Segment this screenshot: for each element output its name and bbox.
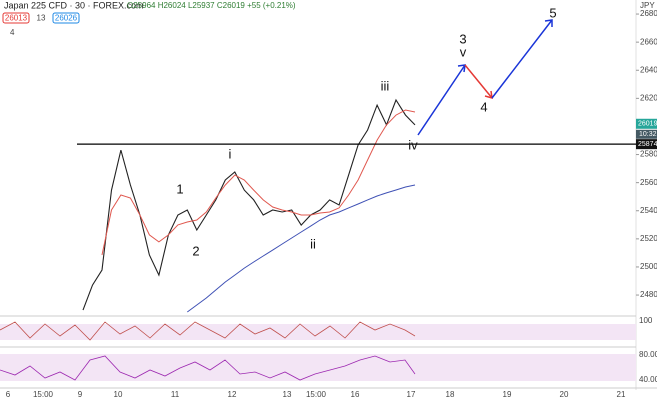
- x-tick-label: 9: [78, 390, 83, 399]
- x-tick-label: 10: [114, 390, 123, 399]
- osc-label: 80.00: [639, 350, 657, 359]
- countdown: 10:32: [639, 131, 657, 138]
- ask-box[interactable]: [52, 12, 80, 24]
- x-tick-label: 18: [446, 390, 455, 399]
- y-tick-label: 24800: [640, 290, 657, 299]
- y-tick-label: 25000: [640, 262, 657, 271]
- x-tick-label: 12: [228, 390, 237, 399]
- osc-label: 100: [639, 316, 653, 325]
- y-tick-label: 25800: [640, 150, 657, 159]
- price-line: [82, 98, 416, 311]
- y-tick-label: 25400: [640, 206, 657, 215]
- wave-arrow: [464, 64, 493, 99]
- y-tick-label: 25200: [640, 234, 657, 243]
- x-tick-label: 6: [6, 390, 11, 399]
- wave-label: 2: [192, 243, 199, 258]
- wave-label: 5: [549, 5, 556, 20]
- countdown-box: [636, 129, 657, 139]
- x-tick-label: 19: [503, 390, 512, 399]
- wave-label: iii: [381, 78, 390, 93]
- y-tick-label: 26400: [640, 65, 657, 74]
- collapse-count[interactable]: 4: [10, 28, 15, 37]
- osc-line: [0, 321, 416, 341]
- x-tick-label: 17: [407, 390, 416, 399]
- currency: JPY: [640, 1, 655, 10]
- y-tick-label: 26200: [640, 93, 657, 102]
- wave-label: v: [460, 44, 467, 59]
- bid-box[interactable]: [2, 12, 30, 24]
- wave-label: 3: [459, 31, 466, 46]
- last-price: 26019: [638, 121, 657, 128]
- wave-label: 4: [480, 99, 487, 114]
- level-label: 25874: [638, 141, 657, 148]
- rsi-band: [0, 354, 636, 381]
- ohlc: O25964 H26024 L25937 C26019 +55 (+0.21%): [127, 1, 296, 10]
- wave-label: ii: [310, 236, 316, 251]
- level-box: [636, 139, 657, 150]
- rsi-line: [0, 355, 416, 381]
- bid: 26013: [5, 14, 28, 23]
- y-tick-label: 26800: [640, 9, 657, 18]
- osc-band: [0, 324, 636, 340]
- x-tick-label: 20: [560, 390, 569, 399]
- wave-label: iv: [408, 137, 418, 152]
- osc-label: 40.00: [639, 375, 657, 384]
- y-tick-label: 26600: [640, 37, 657, 46]
- wave-arrow: [491, 19, 553, 99]
- chart-title: Japan 225 CFD · 30 · FOREX.com: [4, 0, 144, 10]
- wave-arrow: [417, 64, 466, 136]
- spread: 13: [37, 14, 46, 23]
- x-tick-label: 11: [171, 390, 180, 399]
- x-tick-label: 15:00: [33, 390, 54, 399]
- last-price-box: [636, 118, 657, 129]
- price-line: [187, 184, 416, 313]
- ask: 26026: [55, 14, 78, 23]
- x-tick-label: 21: [617, 390, 626, 399]
- price-line: [101, 109, 416, 256]
- wave-label: i: [229, 146, 232, 161]
- wave-label: 1: [176, 181, 183, 196]
- arrow-head: [544, 19, 553, 27]
- y-tick-label: 25600: [640, 178, 657, 187]
- x-tick-label: 13: [283, 390, 292, 399]
- x-tick-label: 15:00: [306, 390, 327, 399]
- x-tick-label: 16: [351, 390, 360, 399]
